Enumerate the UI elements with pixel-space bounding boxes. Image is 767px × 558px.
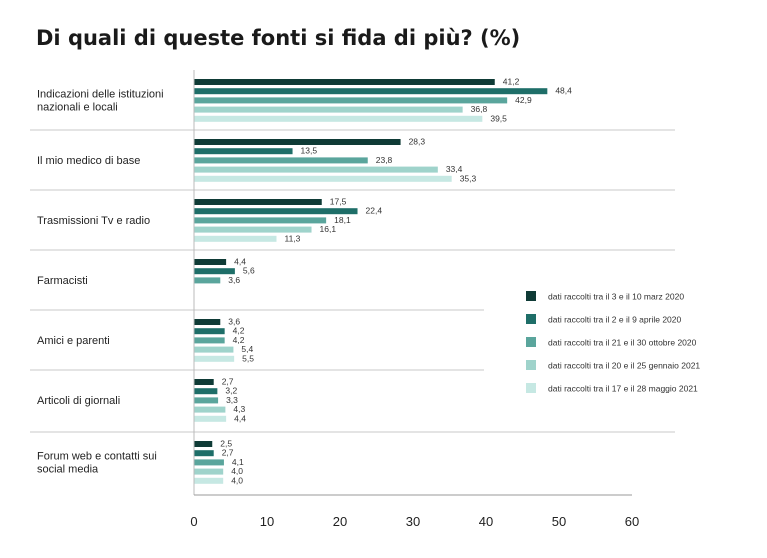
bar-value-label: 11,3 [284,233,300,243]
bar-value-label: 28,3 [409,137,426,147]
bar-value-label: 41,2 [503,77,520,87]
bar-value-label: 18,1 [334,215,351,225]
legend-label: dati raccolti tra il 21 e il 30 ottobre … [548,338,697,348]
bar [194,397,219,404]
value-labels: 41,228,317,54,43,62,72,548,413,522,45,64… [220,77,572,486]
bar [194,88,548,95]
bar [194,268,235,275]
bar [194,388,218,395]
category-label: Articoli di giornali [37,395,120,407]
legend-swatch [526,337,536,347]
bar-value-label: 4,1 [232,457,244,467]
bar [194,328,225,335]
legend-swatch [526,383,536,393]
bar [194,346,234,353]
bar-value-label: 5,5 [242,353,254,363]
bar-value-label: 2,7 [222,377,234,387]
x-tick-label: 40 [479,514,493,529]
bar [194,259,227,265]
category-labels: Indicazioni delle istituzioni nazionali e… [37,89,164,476]
bar-value-label: 4,4 [234,257,246,267]
bar-value-label: 4,0 [231,475,243,485]
bar-value-label: 3,6 [228,317,240,327]
bar-value-label: 4,2 [233,335,245,345]
bar [194,79,495,85]
x-tick-label: 0 [190,514,197,529]
bar-value-label: 4,4 [234,413,246,423]
bar-value-label: 13,5 [301,146,318,156]
bar [194,477,224,484]
bar [194,459,224,466]
bar-value-label: 3,2 [225,386,237,396]
bar [194,319,221,325]
legend-label: dati raccolti tra il 17 e il 28 maggio 2… [548,384,698,394]
bar [194,115,483,122]
bar-value-label: 5,6 [243,266,255,276]
bar [194,441,213,447]
bar [194,450,214,457]
x-tick-label: 10 [260,514,274,529]
bar-value-label: 35,3 [460,173,477,183]
legend-label: dati raccolti tra il 2 e il 9 aprile 202… [548,315,682,325]
bar [194,166,438,173]
category-label: Farmacisti [37,275,88,287]
bar [194,415,227,422]
bar [194,157,368,164]
category-label: Indicazioni delle istituzioni nazionali e… [37,89,164,114]
bar [194,139,401,145]
bar-value-label: 33,4 [446,164,463,174]
bar [194,355,235,362]
bar [194,277,221,284]
bar [194,337,225,344]
bar [194,379,214,385]
bar [194,406,226,413]
bar-value-label: 23,8 [376,155,393,165]
category-label: Il mio medico di base [37,155,140,167]
legend-swatch [526,291,536,301]
category-label: Trasmissioni Tv e radio [37,215,150,227]
bar [194,97,508,104]
bar [194,217,327,224]
bar-value-label: 4,3 [233,404,245,414]
legend-label: dati raccolti tra il 3 e il 10 marz 2020 [548,292,684,302]
x-tick-label: 20 [333,514,347,529]
bar [194,199,322,205]
bar-value-label: 2,7 [222,448,234,458]
legend: dati raccolti tra il 3 e il 10 marz 2020… [526,291,700,394]
bar-value-label: 48,4 [555,86,572,96]
chart-title: Di quali di queste fonti si fida di più?… [36,26,521,50]
bar-value-label: 4,0 [231,466,243,476]
bar-value-label: 22,4 [366,206,383,216]
bar-value-label: 16,1 [320,224,337,234]
bar-value-label: 5,4 [241,344,253,354]
legend-swatch [526,314,536,324]
bar-value-label: 17,5 [330,197,347,207]
bar-value-label: 39,5 [490,113,507,123]
bar [194,235,277,242]
bar-value-label: 36,8 [471,104,488,114]
bar [194,226,312,233]
bars [194,79,548,484]
x-axis: 0 10 20 30 40 50 60 [190,70,639,529]
bar [194,468,224,475]
bar-value-label: 42,9 [515,95,532,105]
x-tick-label: 30 [406,514,420,529]
bar [194,148,293,155]
bar-value-label: 3,6 [228,275,240,285]
bar-value-label: 4,2 [233,326,245,336]
bar [194,208,358,215]
bar-value-label: 2,5 [220,439,232,449]
legend-label: dati raccolti tra il 20 e il 25 gennaio … [548,361,700,371]
category-label: Amici e parenti [37,335,110,347]
bar-value-label: 3,3 [226,395,238,405]
group-separators [30,129,675,433]
bar [194,175,452,182]
legend-swatch [526,360,536,370]
x-tick-label: 60 [625,514,639,529]
x-tick-label: 50 [552,514,566,529]
bar [194,106,463,113]
category-label: Forum web e contatti sui social media [37,451,157,476]
